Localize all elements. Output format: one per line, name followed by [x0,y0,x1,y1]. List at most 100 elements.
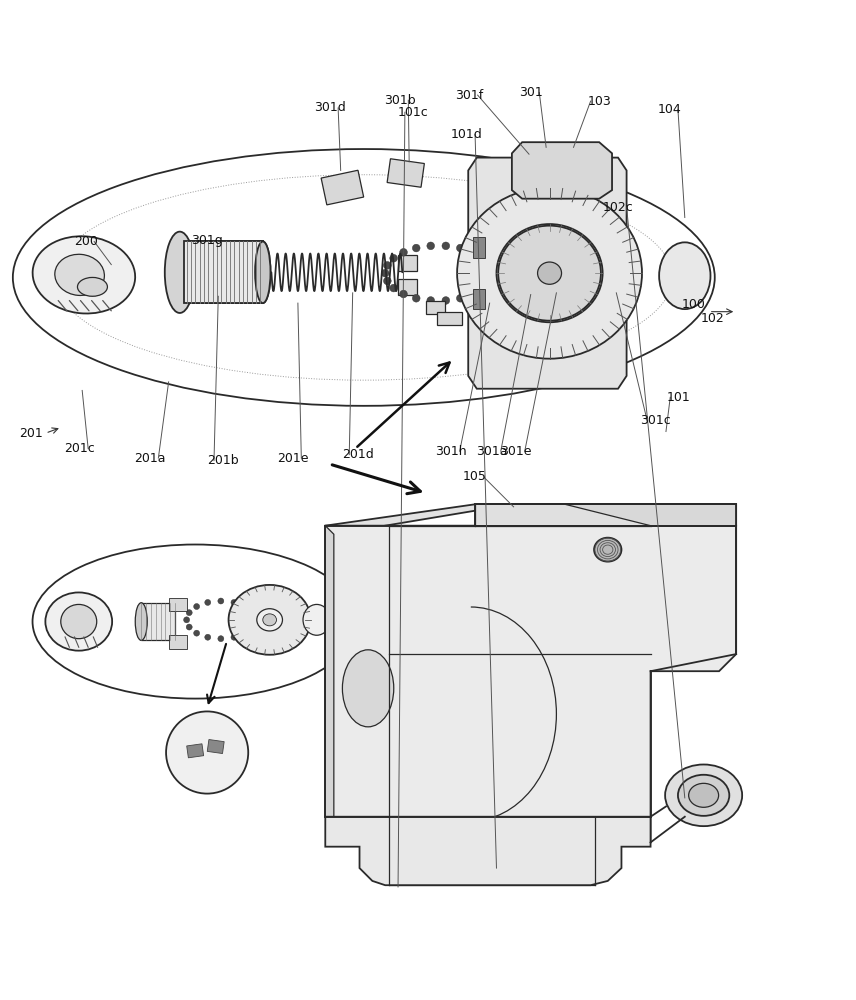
Ellipse shape [255,241,270,303]
Text: 201: 201 [19,427,43,440]
Text: 101d: 101d [450,128,483,141]
Ellipse shape [389,254,397,262]
Text: 201e: 201e [277,452,308,465]
Bar [184,241,263,303]
Ellipse shape [205,599,211,605]
Ellipse shape [249,610,255,616]
Ellipse shape [205,634,211,640]
Ellipse shape [659,242,710,309]
Ellipse shape [33,236,135,314]
Ellipse shape [678,775,729,816]
Text: 201c: 201c [64,442,95,455]
Ellipse shape [400,290,407,298]
Ellipse shape [252,617,259,623]
Ellipse shape [55,254,104,295]
Ellipse shape [217,598,224,604]
Ellipse shape [77,277,108,296]
Polygon shape [473,237,485,258]
Ellipse shape [389,284,397,292]
Ellipse shape [187,624,193,630]
Polygon shape [473,289,485,309]
Text: 201d: 201d [342,448,374,461]
Polygon shape [325,526,334,824]
Ellipse shape [496,224,603,322]
Ellipse shape [485,277,493,285]
Text: 301b: 301b [384,94,415,107]
Bar [321,170,364,205]
Polygon shape [398,255,417,271]
Ellipse shape [442,297,449,304]
Polygon shape [325,526,736,842]
Ellipse shape [229,585,311,655]
Polygon shape [475,504,651,526]
Bar [387,159,425,187]
Text: 301e: 301e [501,445,532,458]
Text: 201a: 201a [134,452,165,465]
Ellipse shape [400,248,407,256]
Ellipse shape [688,783,719,807]
Ellipse shape [665,765,742,826]
Ellipse shape [594,538,621,562]
Ellipse shape [263,614,276,626]
Ellipse shape [164,232,194,313]
Ellipse shape [193,630,199,636]
Ellipse shape [538,262,562,284]
Ellipse shape [255,241,270,303]
Ellipse shape [427,242,435,250]
Ellipse shape [457,188,642,359]
Ellipse shape [427,297,435,304]
Text: 201b: 201b [207,454,238,467]
Ellipse shape [488,269,495,277]
Ellipse shape [469,248,477,256]
Ellipse shape [193,604,199,610]
Text: 301: 301 [519,86,543,99]
Ellipse shape [469,290,477,298]
Ellipse shape [479,254,487,262]
Text: 301d: 301d [313,101,346,114]
Text: 301h: 301h [436,445,467,458]
Ellipse shape [242,630,248,636]
Text: 102c: 102c [603,201,633,214]
Polygon shape [512,142,612,199]
Polygon shape [325,817,651,885]
Ellipse shape [257,609,282,631]
Ellipse shape [342,650,394,727]
Ellipse shape [135,603,147,640]
Polygon shape [325,504,736,534]
Polygon shape [437,312,462,325]
Text: 104: 104 [657,103,681,116]
Ellipse shape [45,592,112,651]
Ellipse shape [231,599,237,605]
Text: 105: 105 [463,470,487,483]
Ellipse shape [249,624,255,630]
Text: 200: 200 [74,235,98,248]
Bar [184,241,263,303]
Polygon shape [475,504,736,526]
Ellipse shape [479,284,487,292]
Text: 101c: 101c [398,106,429,119]
Bar [207,740,224,754]
Ellipse shape [442,242,449,250]
Ellipse shape [456,294,464,302]
Text: 301a: 301a [477,445,508,458]
Ellipse shape [183,617,190,623]
Text: 102: 102 [700,312,724,325]
Polygon shape [398,279,417,295]
Text: 103: 103 [587,95,611,108]
Ellipse shape [456,244,464,252]
Ellipse shape [175,241,193,303]
Polygon shape [426,301,445,314]
Ellipse shape [382,269,389,277]
Text: 100: 100 [681,298,705,311]
Bar [141,603,175,640]
Circle shape [166,711,248,794]
Polygon shape [468,158,627,389]
Text: 301c: 301c [640,414,671,427]
Ellipse shape [383,262,391,269]
Ellipse shape [61,604,97,639]
Ellipse shape [413,244,420,252]
Ellipse shape [217,636,224,642]
Ellipse shape [187,610,193,616]
Text: 301g: 301g [191,234,223,247]
Text: 101: 101 [667,391,691,404]
